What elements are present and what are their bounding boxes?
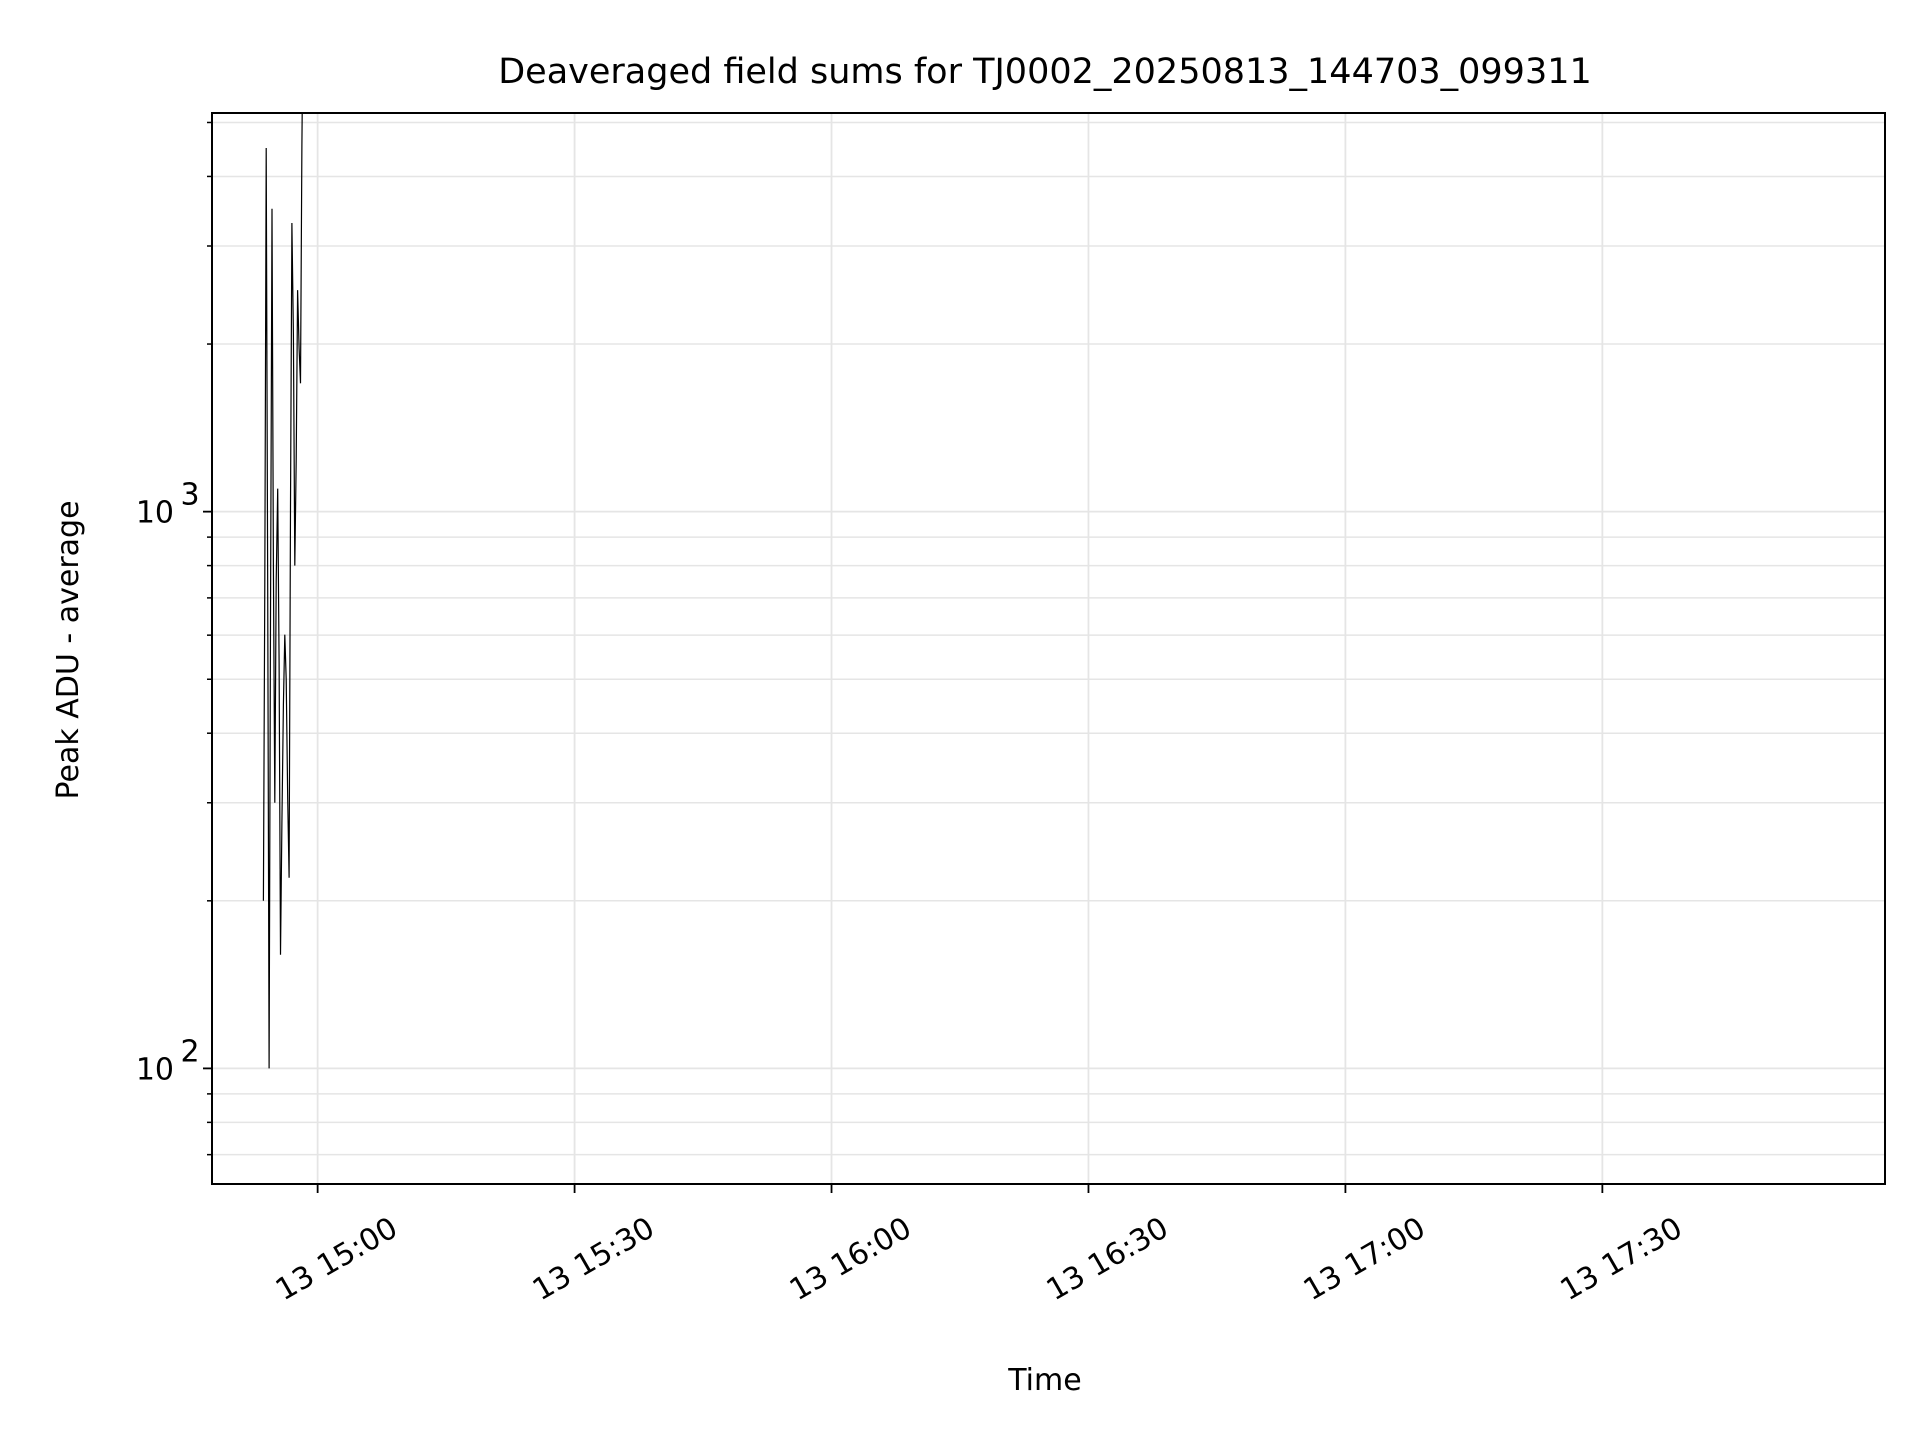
minor-gridlines — [212, 121, 1885, 1156]
y-tick-exponent: 3 — [180, 478, 199, 513]
y-tick-label: 10 — [136, 1052, 174, 1087]
y-tick-label: 10 — [136, 496, 174, 531]
y-axis-ticks: 102103104105106 — [136, 121, 212, 1156]
y-tick-exponent: 2 — [180, 1034, 199, 1069]
major-gridlines — [212, 113, 1885, 1184]
plot-frame — [211, 112, 1886, 1185]
chart-title: Deaveraged field sums for TJ0002_2025081… — [498, 52, 1592, 92]
y-axis-label: Peak ADU - average — [51, 500, 86, 799]
x-axis-label: Time — [1007, 1363, 1081, 1398]
